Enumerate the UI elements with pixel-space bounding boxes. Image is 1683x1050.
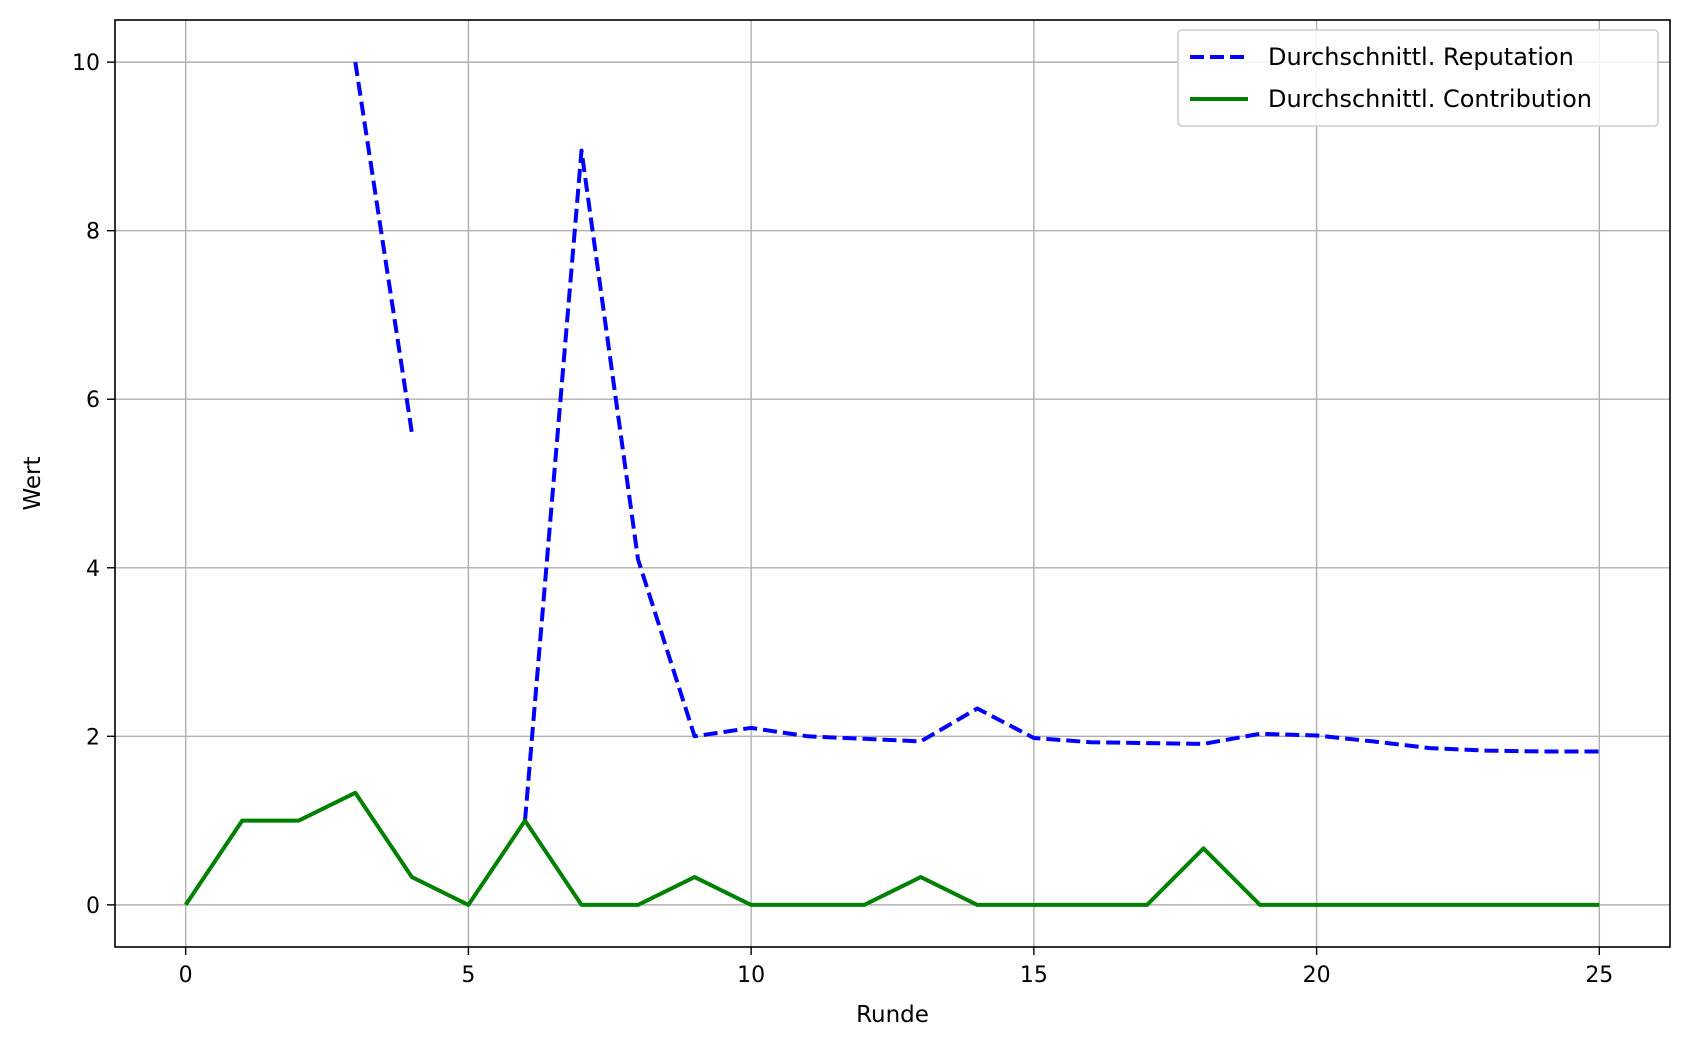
y-tick-label: 4 xyxy=(86,557,100,582)
x-tick-label: 5 xyxy=(461,963,475,988)
plot-frame xyxy=(114,19,1671,948)
legend-box xyxy=(1177,29,1659,127)
legend-label-1: Durchschnittl. Reputation xyxy=(1268,43,1574,71)
y-tick-label: 6 xyxy=(86,388,100,413)
y-tick-label: 2 xyxy=(86,725,100,750)
x-tick-label: 20 xyxy=(1303,963,1331,988)
y-tick-label: 10 xyxy=(72,51,100,76)
grid xyxy=(115,20,1670,947)
legend-label-2: Durchschnittl. Contribution xyxy=(1268,85,1592,113)
x-tick-label: 25 xyxy=(1585,963,1613,988)
x-tick-label: 15 xyxy=(1020,963,1048,988)
axis-ticks: 0 5 10 15 20 25 0 2 4 6 8 10 xyxy=(72,51,1613,988)
series-lines xyxy=(184,61,1600,907)
legend-entries: Durchschnittl. Reputation Durchschnittl. … xyxy=(1190,43,1592,113)
y-tick-label: 8 xyxy=(86,220,100,245)
y-axis-label: Wert xyxy=(20,456,46,510)
series-line-1-segment-1 xyxy=(353,61,414,434)
x-tick-label: 0 xyxy=(179,963,193,988)
legend: Durchschnittl. Reputation Durchschnittl. … xyxy=(1177,29,1659,127)
x-axis-label: Runde xyxy=(856,1002,929,1028)
x-tick-label: 10 xyxy=(737,963,765,988)
series-line-2-segment-1 xyxy=(184,790,1600,907)
series-line-1-segment-2 xyxy=(523,148,1600,821)
y-tick-label: 0 xyxy=(86,894,100,919)
